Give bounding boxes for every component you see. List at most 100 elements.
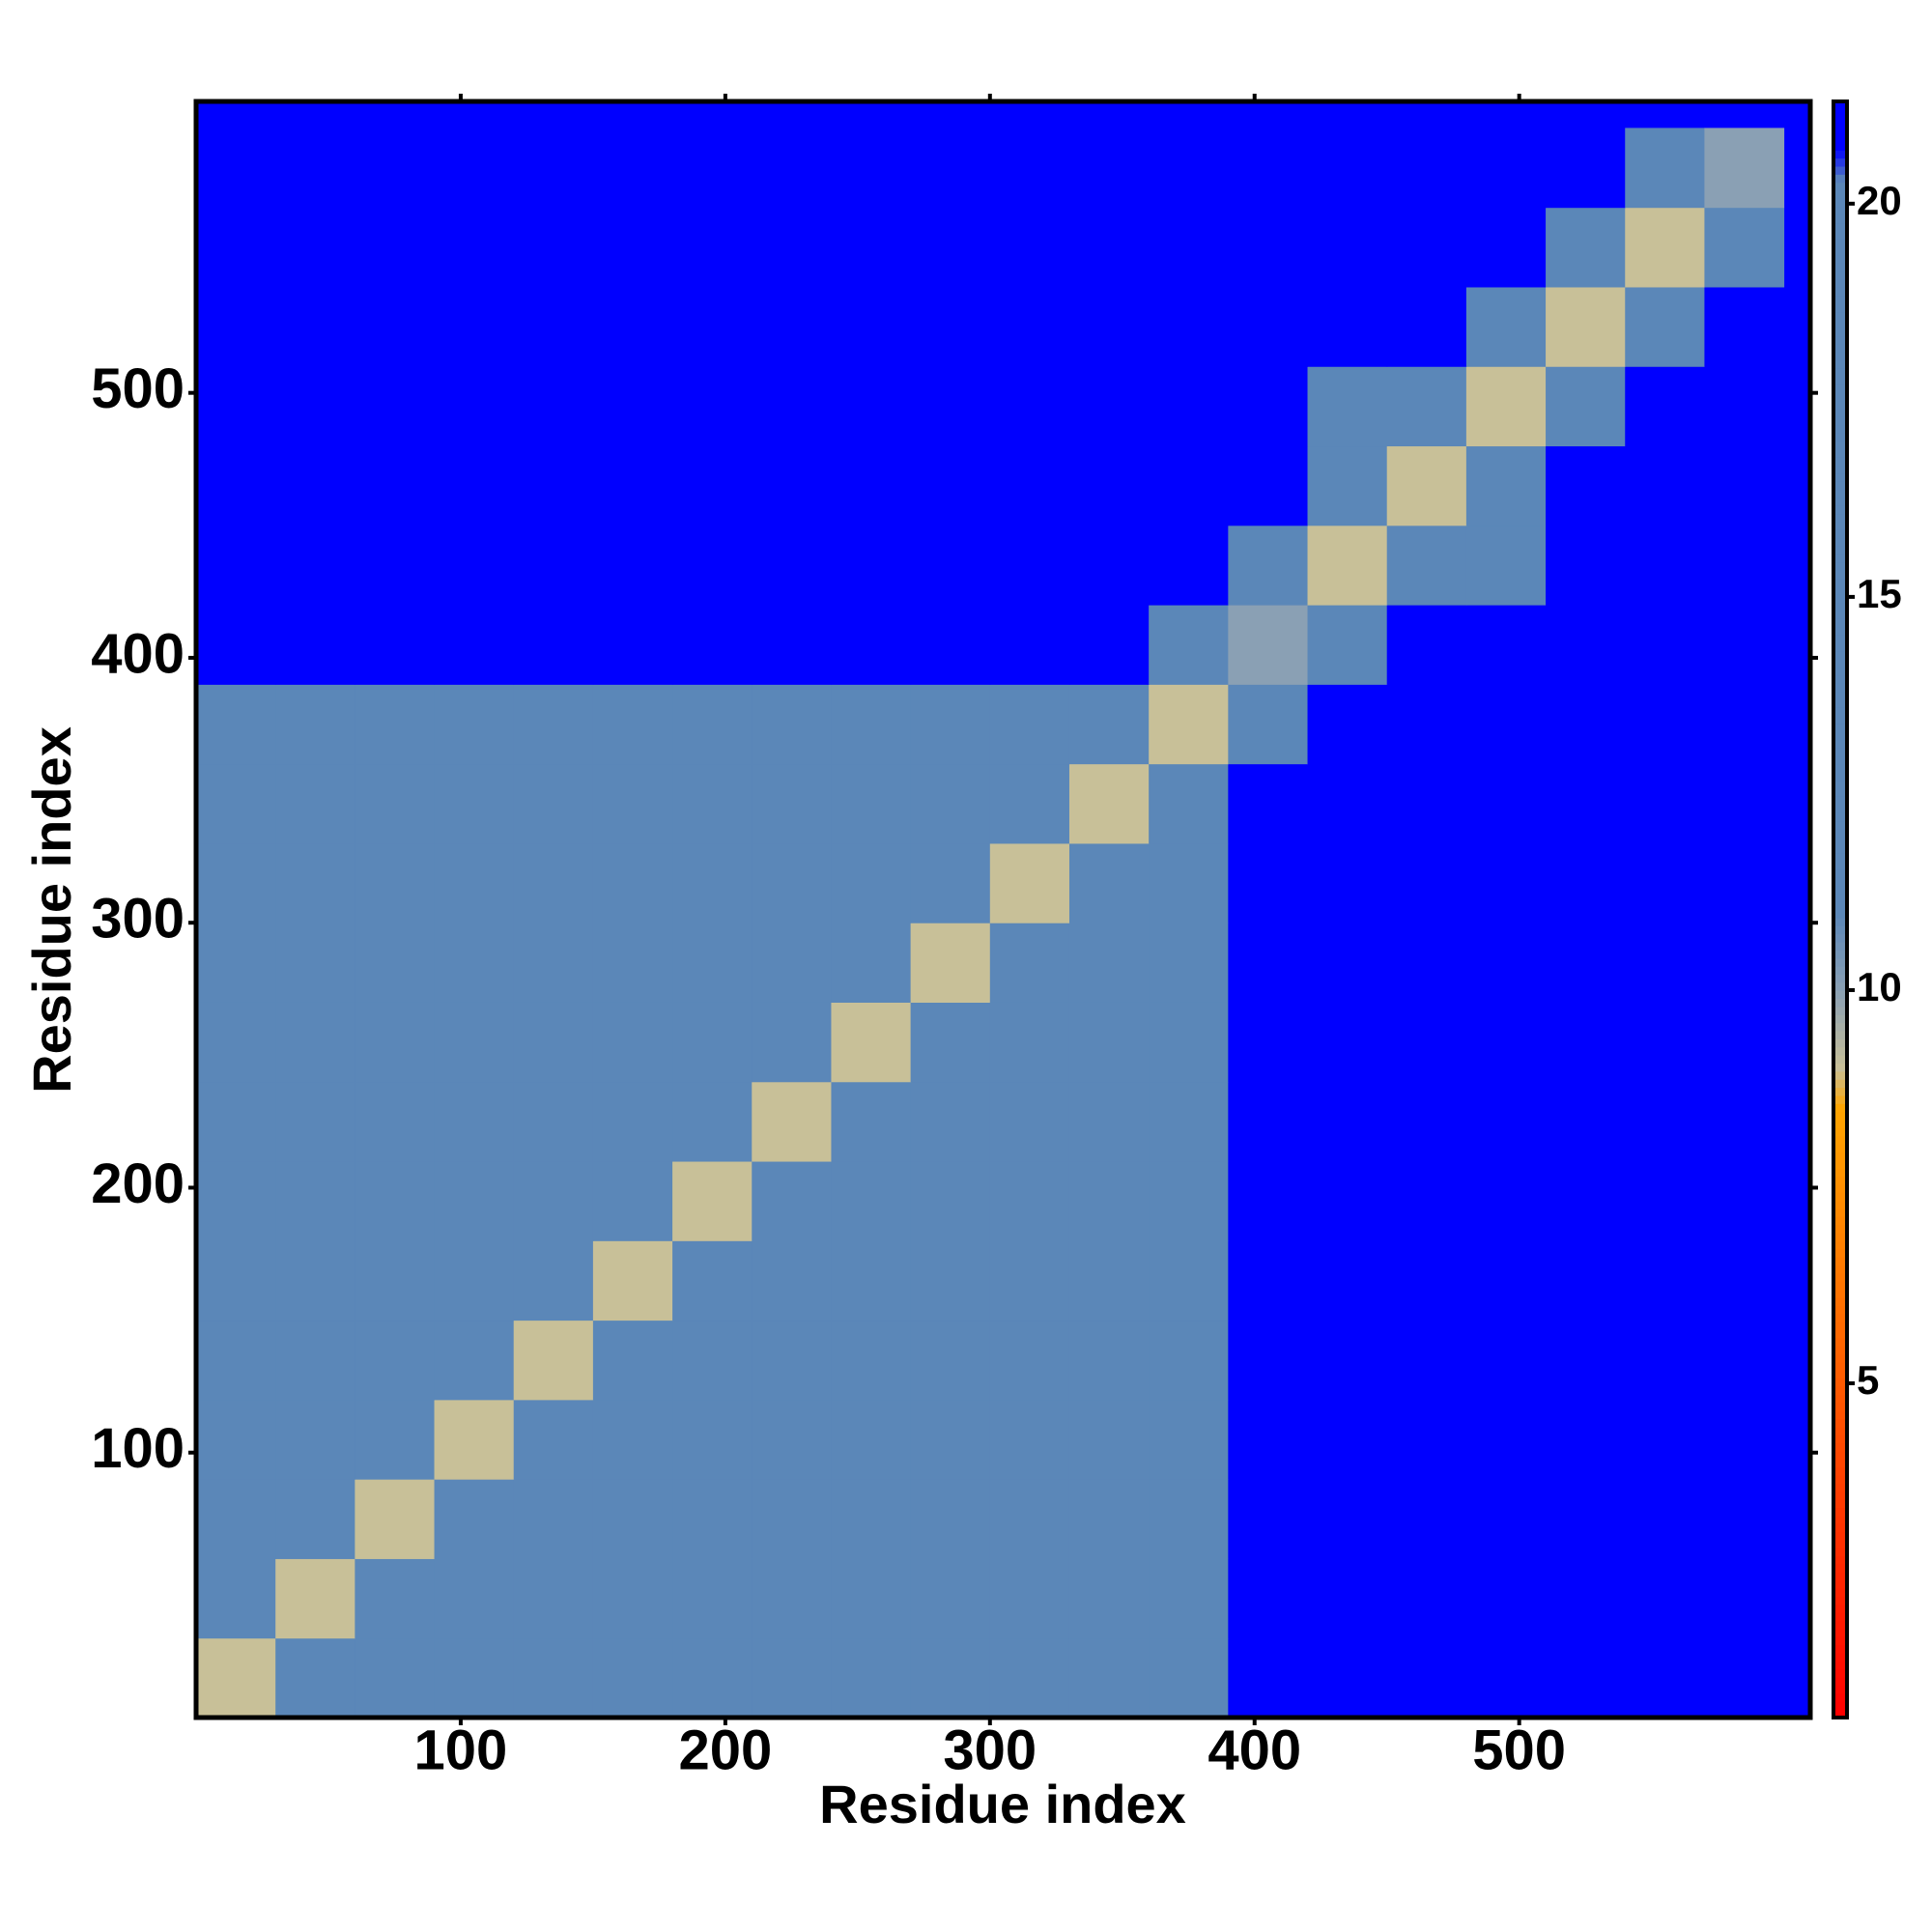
heatmap-cell bbox=[831, 366, 912, 447]
colorbar-strip bbox=[1833, 1119, 1847, 1128]
heatmap-cell bbox=[513, 1558, 594, 1639]
colorbar-strip bbox=[1833, 1063, 1847, 1072]
heatmap-cell bbox=[1307, 605, 1388, 685]
heatmap-cell bbox=[1465, 445, 1547, 526]
heatmap-cell bbox=[1307, 525, 1388, 606]
colorbar-strip bbox=[1833, 246, 1847, 256]
colorbar-strip bbox=[1833, 1305, 1847, 1315]
heatmap-cell bbox=[752, 1161, 832, 1241]
colorbar-strip bbox=[1833, 1289, 1847, 1298]
heatmap-cell bbox=[275, 923, 355, 1003]
heatmap-cell bbox=[752, 1558, 832, 1639]
colorbar-strip bbox=[1833, 150, 1847, 159]
heatmap-cell bbox=[513, 286, 594, 367]
heatmap-cell bbox=[752, 605, 832, 685]
colorbar-strip bbox=[1833, 214, 1847, 224]
heatmap-cell bbox=[513, 763, 594, 844]
heatmap-cell bbox=[1465, 1320, 1547, 1401]
heatmap-cell bbox=[672, 445, 753, 526]
heatmap-cell bbox=[592, 684, 673, 765]
colorbar-strip bbox=[1833, 1127, 1847, 1137]
colorbar-strip bbox=[1833, 101, 1847, 110]
heatmap-cell bbox=[1625, 763, 1705, 844]
colorbar-strip bbox=[1833, 1402, 1847, 1411]
heatmap-cell bbox=[1149, 923, 1229, 1003]
heatmap-cell bbox=[672, 684, 753, 765]
heatmap-cell bbox=[1704, 366, 1785, 447]
heatmap-cell bbox=[275, 842, 355, 923]
x-tick-label: 500 bbox=[1472, 1719, 1566, 1781]
heatmap-cell bbox=[1068, 1002, 1150, 1083]
heatmap-cell bbox=[831, 605, 912, 685]
heatmap-cell bbox=[592, 445, 673, 526]
heatmap-cell bbox=[275, 1161, 355, 1241]
heatmap-cell bbox=[1068, 1081, 1150, 1162]
heatmap-cell bbox=[1546, 525, 1626, 606]
heatmap-cell bbox=[1465, 684, 1547, 765]
heatmap-cell bbox=[672, 1240, 753, 1321]
heatmap-cell bbox=[513, 1479, 594, 1559]
colorbar-strip bbox=[1833, 165, 1847, 175]
heatmap-cell bbox=[1149, 763, 1229, 844]
colorbar-strip bbox=[1833, 1668, 1847, 1678]
colorbar-strip bbox=[1833, 585, 1847, 595]
heatmap-cell bbox=[196, 286, 276, 367]
heatmap-cell bbox=[196, 763, 276, 844]
heatmap-cell bbox=[910, 1002, 991, 1083]
heatmap-cell bbox=[1149, 1081, 1229, 1162]
heatmap-cell bbox=[1704, 1637, 1785, 1719]
heatmap-cell bbox=[831, 525, 912, 606]
colorbar-strip bbox=[1833, 1346, 1847, 1355]
heatmap-cell bbox=[1465, 605, 1547, 685]
colorbar-strip bbox=[1833, 279, 1847, 288]
heatmap-cell bbox=[196, 1479, 276, 1559]
colorbar-strip bbox=[1833, 1579, 1847, 1589]
colorbar-strip bbox=[1833, 626, 1847, 636]
heatmap-cell bbox=[989, 445, 1070, 526]
heatmap-cell bbox=[752, 1399, 832, 1480]
colorbar-strip bbox=[1833, 182, 1847, 191]
heatmap-cell bbox=[831, 684, 912, 765]
colorbar-strip bbox=[1833, 1677, 1847, 1687]
heatmap-cell bbox=[910, 366, 991, 447]
heatmap-cell bbox=[1228, 842, 1309, 923]
x-axis-title: Residue index bbox=[819, 1774, 1186, 1834]
heatmap-cell bbox=[1625, 1637, 1705, 1719]
heatmap-cell bbox=[434, 525, 515, 606]
colorbar-strip bbox=[1833, 1620, 1847, 1630]
heatmap-cell bbox=[275, 525, 355, 606]
heatmap-cell bbox=[275, 1002, 355, 1083]
colorbar-strip bbox=[1833, 788, 1847, 797]
colorbar-strip bbox=[1833, 957, 1847, 967]
colorbar-strip bbox=[1833, 117, 1847, 127]
heatmap-cell bbox=[1465, 1479, 1547, 1559]
colorbar-strip bbox=[1833, 1111, 1847, 1121]
heatmap-cell bbox=[1068, 1240, 1150, 1321]
colorbar-strip bbox=[1833, 359, 1847, 369]
colorbar-strip bbox=[1833, 974, 1847, 983]
heatmap-cell bbox=[989, 207, 1070, 288]
colorbar-strip bbox=[1833, 933, 1847, 943]
colorbar-strip bbox=[1833, 642, 1847, 652]
colorbar-strip bbox=[1833, 481, 1847, 491]
heatmap-cell bbox=[989, 1240, 1070, 1321]
heatmap-cell bbox=[1704, 763, 1785, 844]
heatmap-cell bbox=[831, 923, 912, 1003]
colorbar-strip bbox=[1833, 837, 1847, 846]
colorbar-strip bbox=[1833, 368, 1847, 378]
heatmap-cell bbox=[1546, 1240, 1626, 1321]
colorbar-strip bbox=[1833, 1006, 1847, 1015]
heatmap-cell bbox=[592, 1479, 673, 1559]
heatmap-cell bbox=[910, 207, 991, 288]
heatmap-cell bbox=[592, 605, 673, 685]
heatmap-cell bbox=[1546, 763, 1626, 844]
heatmap-cell bbox=[1307, 1320, 1388, 1401]
heatmap-cell bbox=[1704, 286, 1785, 367]
colorbar-strip bbox=[1833, 327, 1847, 337]
heatmap-cell bbox=[831, 1399, 912, 1480]
colorbar-strip bbox=[1833, 820, 1847, 830]
heatmap-cell bbox=[1465, 366, 1547, 447]
heatmap-cell bbox=[1228, 1002, 1309, 1083]
heatmap-cell bbox=[672, 207, 753, 288]
colorbar-strip bbox=[1833, 457, 1847, 467]
